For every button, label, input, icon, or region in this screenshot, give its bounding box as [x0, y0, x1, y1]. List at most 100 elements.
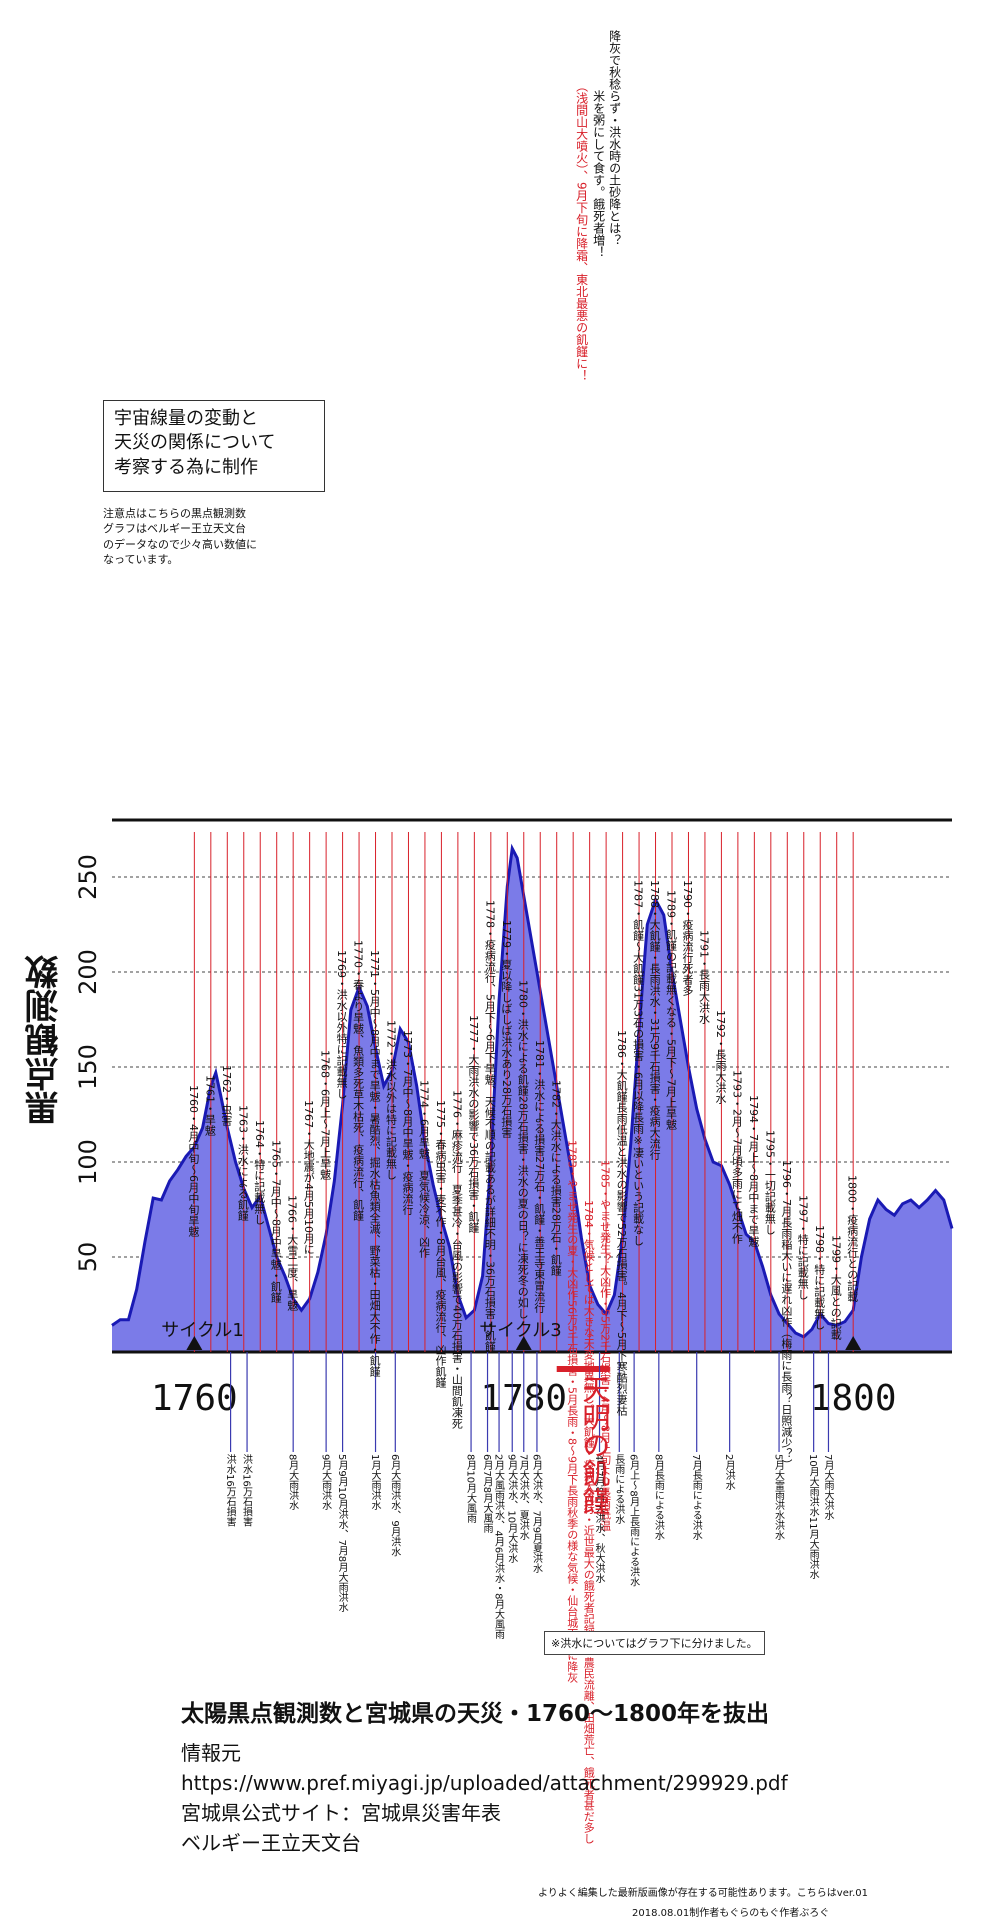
caveat-line: のデータなので少々高い数値に — [103, 537, 257, 551]
cycle-label: サイクル3 — [479, 1320, 562, 1341]
flood-label: 2月大風雨洪水、4月6月洪水・8月大風雨 — [492, 1454, 504, 1640]
source-url-link[interactable]: https://www.pref.miyagi.jp/uploaded/atta… — [181, 1771, 788, 1795]
event-label: 1765・7月中〜8月中旱魃・飢饉 — [269, 1140, 283, 1303]
event-label: 1780・洪水による飢饉28万石損害・洪水の夏の日？に凍死冬の如し — [516, 980, 530, 1319]
flood-note: ※洪水についてはグラフ下に分けました。 — [544, 1631, 765, 1655]
event-label: 1763・洪水による飢饉 — [236, 1105, 250, 1221]
event-label: 1792・長雨大洪水 — [713, 1010, 727, 1104]
event-label: 1785・やませ発生？大凶作・55万2千石損害・4月〜8月上旬より長雨低温 — [598, 1160, 612, 1531]
event-label: 1770・春より旱魃、魚類多死草木枯死、疫病流行、飢饉 — [351, 940, 365, 1221]
cycle-marker — [845, 1336, 862, 1350]
flood-label: 7月長雨による洪水 — [690, 1454, 702, 1541]
purpose-note-box: 宇宙線量の変動と 天災の関係について 考察する為に制作 — [103, 400, 325, 492]
flood-label: 8月大雨洪水 — [286, 1454, 298, 1511]
event-label: 1790・疫病流行死者多 — [681, 880, 695, 996]
x-tick-label: 1760 — [151, 1378, 238, 1419]
event-label: 1784・気候としては大きな天変地異無し。大飢饉・疫病大流行・近世最大の餓死者記… — [582, 1200, 596, 1844]
event-label: 1788・大飢饉・長雨洪水・31万9千石損害・疫病大流行 — [648, 880, 662, 1160]
event-label: 1787・飢饉〜大飢饉31万3石の損害・6月以降長雨※凄いという記載なし — [631, 880, 645, 1246]
event-label: 1778・疫病流行、5月下〜6月下旱魃、天候不順の記載あるが詳細不明・36万石損… — [483, 900, 497, 1352]
event-label: 1760・4月中旬〜6月中旬旱魃 — [186, 1085, 200, 1237]
event-label: 1766・大雪二度、旱魃 — [285, 1195, 299, 1311]
cycle-label: サイクル1 — [161, 1320, 244, 1341]
flood-label: 9月大洪水、10月大洪水 — [505, 1454, 517, 1564]
event-label: 1767・大地震が4月5月10月に — [302, 1100, 316, 1255]
famine-label: 天明の飢饉 — [578, 1375, 612, 1515]
caveat-line: なっています。 — [103, 553, 179, 567]
event-label: 1773・7月中〜8月中旱魃・疫病流行 — [401, 1030, 415, 1215]
caveat-line: 注意点はこちらの黒点観測数 — [103, 507, 246, 520]
y-tick-label: 150 — [74, 1044, 102, 1090]
x-tick-label: 1800 — [810, 1378, 897, 1419]
flood-label: 6月大雨洪水、9月洪水 — [388, 1454, 400, 1557]
event-label: 1779・夏以降しばしば洪水あり28万石損害 — [499, 920, 513, 1138]
event-label: 1783・やませ発生の夏・大凶作56万5千石損害・5月長雨・8〜9月下長雨秋季の… — [565, 1140, 579, 1683]
flood-label: 8月長雨による洪水 — [652, 1454, 664, 1541]
event-label: 1772・洪水以外は特に記載無し — [384, 1020, 398, 1180]
event-label: 1776・麻疹流行 夏季甚冷・台風の影響で40万石損害・山間飢凍死 — [450, 1090, 464, 1429]
event-label: 1786・大飢饉長雨低温と洪水の影響で52万石損害。4月下〜5月下寒酷烈妻枯 — [615, 1030, 629, 1416]
top-note-red: （浅間山大噴火）、9月下旬に降霜、東北最悪の飢饉に！ — [574, 80, 589, 382]
flood-label: 9月大雨洪水 — [319, 1454, 331, 1511]
event-label: 1781・洪水による損害27万石・飢饉・善王寺東冒流行 — [532, 1040, 546, 1313]
y-tick-label: 200 — [74, 949, 102, 995]
event-label: 1798・特に記載無し — [812, 1225, 826, 1330]
y-tick-label: 100 — [74, 1139, 102, 1185]
source-label: 情報元 — [181, 1741, 241, 1765]
flood-label: 5月大雷雨洪水洪水 — [772, 1454, 784, 1541]
event-label: 1768・6月上〜7月上旱魃 — [318, 1050, 332, 1180]
famine-range-bar — [556, 1366, 610, 1372]
flood-label: 1月大雨洪水 — [369, 1454, 381, 1511]
purpose-note-line: 天災の関係について — [114, 432, 276, 454]
y-tick-label: 250 — [74, 854, 102, 900]
flood-label: 長雨による洪水 — [612, 1454, 624, 1524]
flood-label: 6月7月8月大風雨 — [481, 1454, 493, 1534]
flood-label: 7月大洪水、夏洪水 — [517, 1454, 529, 1541]
y-tick-label: 50 — [74, 1242, 102, 1273]
source-name: ベルギー王立天文台 — [181, 1831, 361, 1855]
version-note: よりよく編集した最新版画像が存在する可能性あります。こちらはver.01 — [538, 1888, 868, 1899]
cycle-marker — [186, 1336, 203, 1350]
event-label: 1800・疫病流行との記載 — [845, 1175, 859, 1302]
flood-label: 洪水16万石損害 — [224, 1454, 236, 1527]
event-label: 1796・7月長雨稲大いに遅れ凶作（梅雨に長雨？日照減少？） — [779, 1160, 793, 1470]
event-label: 1782・大洪水による損害28万石・飢饉 — [549, 1080, 563, 1276]
y-axis-title: 黒点観測数 — [25, 955, 65, 1125]
caveat-note: 注意点はこちらの黒点観測数 グラフはベルギー王立天文台 のデータなので少々高い数… — [103, 506, 257, 568]
flood-label: 洪水16万石損害 — [240, 1454, 252, 1527]
event-label: 1789・飢饉の記載無くなる・5月下〜7月上旱魃 — [664, 890, 678, 1130]
caveat-line: グラフはベルギー王立天文台 — [103, 522, 246, 536]
event-label: 1771・5月中〜8月中まで旱魃・暑酷烈、掘水枯魚類全滅、野菜枯・田畑大不作・飢… — [368, 950, 382, 1377]
event-label: 1775・春病虫害・麦不作・8月台風、疫病流行、凶作飢饉 — [433, 1100, 447, 1388]
event-label: 1793・2月〜7月頃多雨にて畑不作 — [730, 1070, 744, 1244]
event-label: 1799・大風との記載 — [829, 1235, 843, 1340]
cycle-marker — [515, 1336, 532, 1350]
event-label: 1791・長雨大洪水 — [697, 930, 711, 1024]
purpose-note-line: 考察する為に制作 — [114, 456, 258, 478]
flood-label: 5月9月10月洪水、7月8月大雨洪水 — [336, 1454, 348, 1613]
event-label: 1795・一切記載無し — [763, 1130, 777, 1235]
footer-title: 太陽黒点観測数と宮城県の天災・1760〜1800年を抜出 — [181, 1701, 770, 1727]
event-label: 1797・特に記載無し — [796, 1195, 810, 1300]
flood-label: 10月大雨洪水11月大雨洪水 — [807, 1454, 819, 1580]
top-note-line: 降灰で秋稔らず・洪水時の土砂降とは？ — [607, 30, 622, 246]
event-label: 1777・大雨洪水の影響で36万石損害・飢饉 — [466, 1015, 480, 1233]
flood-label: 6月大洪水、7月9月夏洪水 — [530, 1454, 542, 1574]
event-label: 1769・洪水以外特に記載無し — [335, 950, 349, 1099]
event-label: 1764・特に記載無し — [252, 1120, 266, 1225]
event-label: 1774・6月旱魃、夏気候冷涼、凶作 — [417, 1080, 431, 1258]
footer: 太陽黒点観測数と宮城県の天災・1760〜1800年を抜出 情報元 https:/… — [181, 1694, 788, 1858]
author-note: 2018.08.01制作者もぐらのもぐ作者ぶろぐ — [632, 1908, 830, 1919]
flood-label: 4月7月8月大洪水、秋大洪水 — [593, 1454, 605, 1584]
flood-label: 2月洪水 — [723, 1454, 735, 1491]
event-label: 1761・旱魃 — [203, 1075, 217, 1136]
purpose-note-line: 宇宙線量の変動と — [114, 408, 258, 429]
event-label: 1762・虫害 — [219, 1065, 233, 1126]
flood-label: 8月10月大風雨 — [464, 1454, 476, 1524]
event-label: 1794・7月上〜8月中まで旱魃 — [746, 1095, 760, 1247]
top-note-line: 米を粥にして食す。餓死者増！ — [591, 90, 606, 258]
source-name: 宮城県公式サイト：宮城県災害年表 — [181, 1801, 501, 1825]
flood-label: 7月大雨大洪水 — [821, 1454, 833, 1521]
